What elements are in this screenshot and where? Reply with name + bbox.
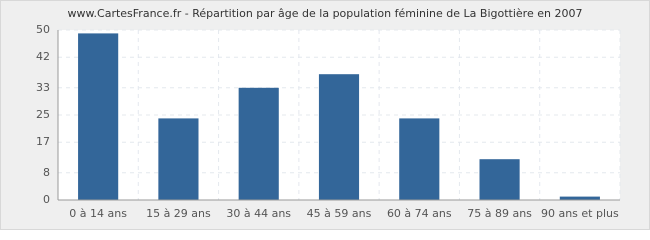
y-tick-label: 42 — [36, 50, 50, 63]
bar — [78, 33, 119, 201]
x-tick-label: 60 à 74 ans — [387, 207, 452, 220]
chart: www.CartesFrance.fr - Répartition par âg… — [0, 0, 650, 230]
bar — [238, 87, 279, 200]
chart-title: www.CartesFrance.fr - Répartition par âg… — [68, 7, 583, 20]
x-tick-label: 30 à 44 ans — [226, 207, 291, 220]
x-tick-label: 90 ans et plus — [541, 207, 619, 220]
x-tick-label: 15 à 29 ans — [146, 207, 211, 220]
x-tick-label: 75 à 89 ans — [467, 207, 532, 220]
y-tick-label: 33 — [36, 81, 50, 94]
bar — [318, 74, 360, 200]
y-tick-label: 8 — [43, 166, 50, 179]
y-tick-label: 0 — [43, 193, 50, 206]
y-tick-label: 17 — [36, 135, 50, 148]
bar — [479, 159, 520, 200]
y-tick-label: 50 — [36, 23, 50, 36]
x-tick-label: 0 à 14 ans — [69, 207, 127, 220]
x-tick-label: 45 à 59 ans — [307, 207, 372, 220]
bar — [559, 196, 600, 200]
bar — [158, 118, 199, 200]
bar — [399, 118, 440, 200]
y-tick-label: 25 — [36, 108, 50, 121]
